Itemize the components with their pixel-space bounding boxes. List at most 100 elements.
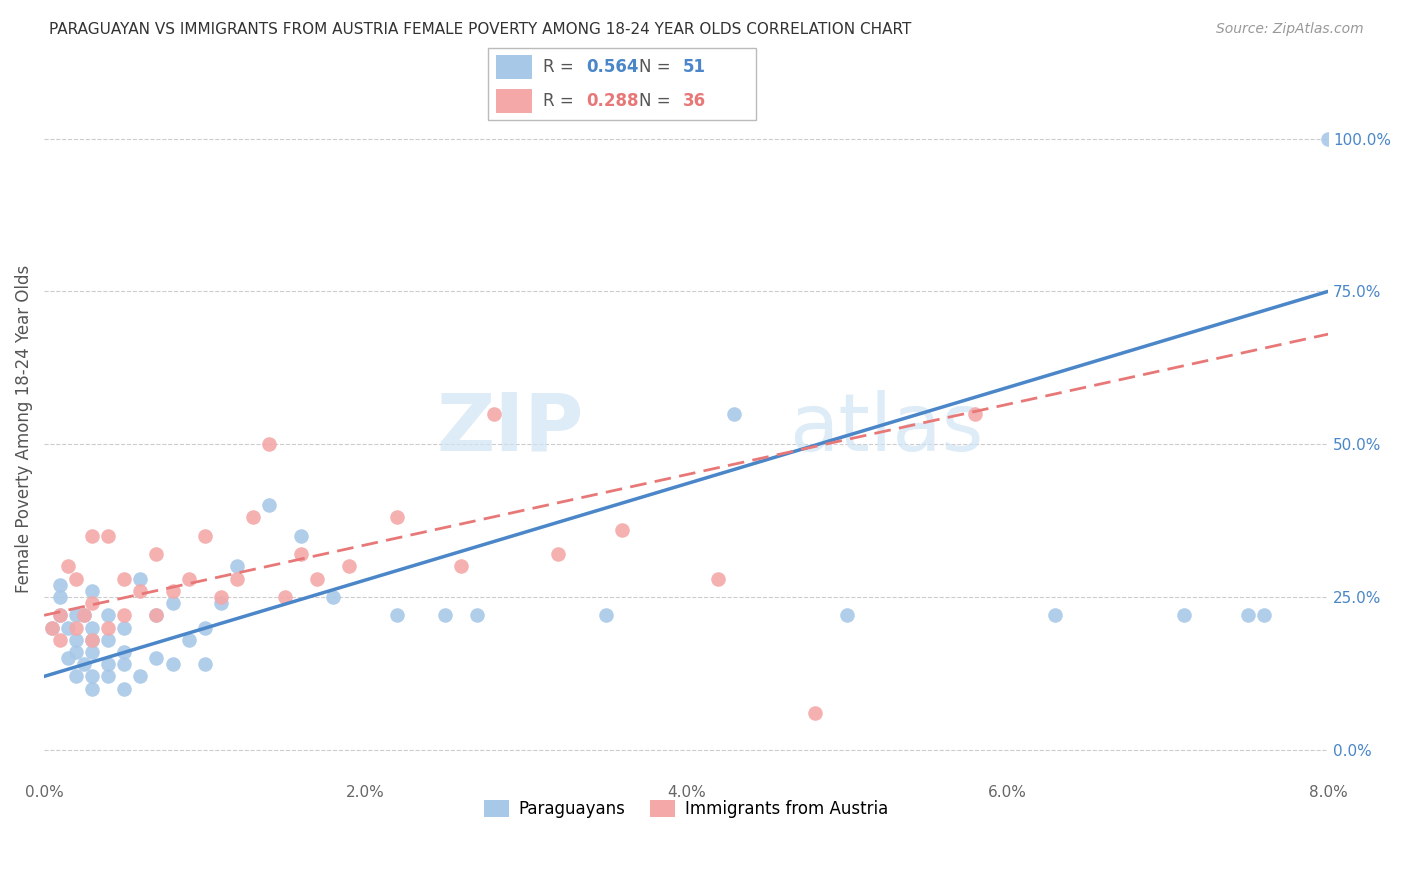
Point (707, 572, 730, 586)
Point (129, 669, 152, 683)
Point (56, 620, 79, 634)
Point (177, 632, 200, 647)
Point (49, 632, 72, 647)
Point (65, 669, 87, 683)
Point (82, 620, 104, 634)
Bar (496, 89, 531, 113)
Point (65, 645, 87, 659)
Bar (496, 54, 531, 78)
Point (41, 620, 63, 634)
Point (129, 572, 152, 586)
Point (305, 572, 328, 586)
Point (290, 529, 312, 543)
Point (73, 657, 96, 672)
Point (65, 632, 87, 647)
Text: N =: N = (638, 58, 675, 76)
Point (322, 590, 344, 604)
Text: Source: ZipAtlas.com: Source: ZipAtlas.com (1216, 22, 1364, 37)
Point (209, 596, 232, 610)
Point (112, 645, 135, 659)
Point (65, 572, 87, 586)
Text: ZIP: ZIP (436, 390, 583, 468)
Point (1317, 131, 1340, 145)
Point (65, 620, 87, 634)
Text: atlas: atlas (789, 390, 983, 468)
Text: R =: R = (543, 92, 579, 110)
Point (803, 706, 825, 720)
Point (1173, 608, 1195, 623)
Point (1237, 608, 1260, 623)
FancyBboxPatch shape (488, 48, 756, 120)
Point (337, 559, 360, 574)
Point (225, 572, 247, 586)
Point (610, 523, 633, 537)
Point (387, 510, 409, 524)
Text: 0.288: 0.288 (586, 92, 638, 110)
Point (257, 437, 280, 451)
Point (177, 572, 200, 586)
Point (242, 510, 264, 524)
Point (49, 578, 72, 592)
Point (145, 651, 167, 665)
Point (82, 669, 104, 683)
Point (835, 608, 858, 623)
Point (49, 608, 72, 623)
Text: 51: 51 (682, 58, 706, 76)
Point (82, 632, 104, 647)
Point (162, 596, 184, 610)
Point (547, 547, 569, 561)
Point (112, 681, 135, 696)
Text: N =: N = (638, 92, 675, 110)
Point (82, 681, 104, 696)
Point (73, 608, 96, 623)
Text: 0.564: 0.564 (586, 58, 638, 76)
Point (467, 608, 489, 623)
Point (49, 608, 72, 623)
Point (73, 608, 96, 623)
Point (145, 608, 167, 623)
Point (56, 651, 79, 665)
Point (209, 590, 232, 604)
Point (1253, 608, 1275, 623)
Point (1045, 608, 1067, 623)
Point (82, 596, 104, 610)
Text: 36: 36 (682, 92, 706, 110)
Point (162, 657, 184, 672)
Point (145, 547, 167, 561)
Point (82, 645, 104, 659)
Point (274, 590, 297, 604)
Point (194, 620, 217, 634)
Point (97, 657, 120, 672)
Point (194, 657, 217, 672)
Point (65, 608, 87, 623)
Point (112, 608, 135, 623)
Point (387, 608, 409, 623)
Point (595, 608, 617, 623)
Point (97, 669, 120, 683)
Point (723, 407, 745, 421)
Point (112, 572, 135, 586)
Point (82, 583, 104, 598)
Point (225, 559, 247, 574)
Point (963, 407, 986, 421)
Point (97, 620, 120, 634)
Point (97, 632, 120, 647)
Point (434, 608, 457, 623)
Point (49, 590, 72, 604)
Point (112, 657, 135, 672)
Point (145, 608, 167, 623)
Point (129, 583, 152, 598)
Point (162, 583, 184, 598)
Point (82, 529, 104, 543)
Legend: Paraguayans, Immigrants from Austria: Paraguayans, Immigrants from Austria (477, 793, 896, 825)
Y-axis label: Female Poverty Among 18-24 Year Olds: Female Poverty Among 18-24 Year Olds (15, 265, 32, 593)
Point (41, 620, 63, 634)
Point (97, 608, 120, 623)
Point (450, 559, 472, 574)
Point (257, 498, 280, 512)
Text: PARAGUAYAN VS IMMIGRANTS FROM AUSTRIA FEMALE POVERTY AMONG 18-24 YEAR OLDS CORRE: PARAGUAYAN VS IMMIGRANTS FROM AUSTRIA FE… (49, 22, 911, 37)
Text: R =: R = (543, 58, 579, 76)
Point (112, 620, 135, 634)
Point (194, 529, 217, 543)
Point (82, 632, 104, 647)
